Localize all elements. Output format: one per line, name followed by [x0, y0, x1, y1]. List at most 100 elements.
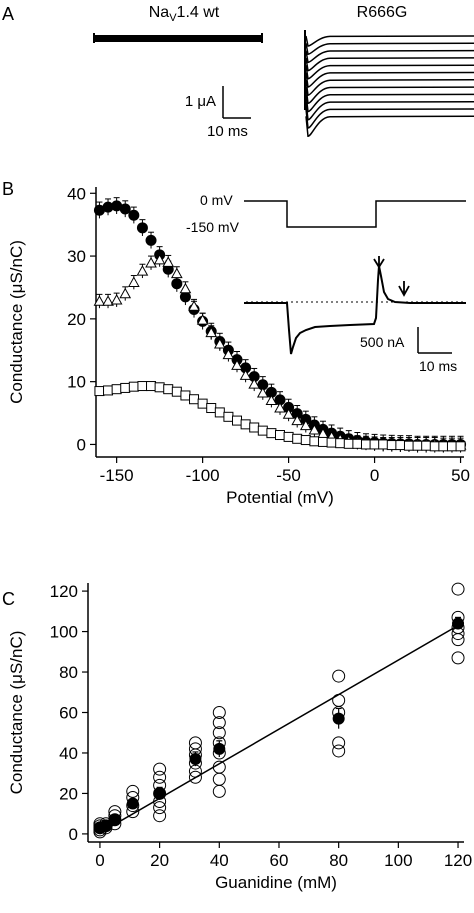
open-square-point [137, 381, 148, 392]
open-square-point [292, 433, 303, 444]
open-square-point [180, 390, 191, 401]
filled-circle-point [257, 379, 269, 391]
open-square-point [326, 437, 337, 448]
wt-current-trace [93, 33, 263, 43]
chart-c-y-tick-label: 0 [69, 825, 78, 844]
individual-point [188, 770, 202, 784]
open-square-point [94, 386, 105, 397]
chart-b-x-tick-label: 0 [370, 466, 379, 485]
filled-circle-point [119, 203, 131, 215]
open-square-point [266, 428, 277, 439]
individual-point [212, 716, 226, 730]
chart-b-y-axis-label: Conductance (μS/nC) [7, 240, 26, 404]
r666g-current-traces [304, 30, 474, 137]
r666g-trace [305, 100, 474, 121]
open-triangle-point [179, 282, 192, 294]
open-square-point [275, 430, 285, 441]
open-triangle-point [188, 300, 200, 311]
r666g-trace [305, 57, 474, 72]
r666g-trace [305, 64, 474, 80]
chart-c-x-tick-label: 120 [444, 851, 472, 870]
filled-circle-point [111, 200, 123, 212]
panel-a-scale-time: 10 ms [207, 123, 248, 140]
open-triangle-point [93, 295, 106, 306]
open-square-point [171, 386, 182, 397]
open-triangle-point [205, 326, 218, 338]
inset-voltage-low-label: -150 mV [186, 219, 240, 235]
open-square-point [429, 441, 440, 452]
r666g-trace [305, 49, 474, 64]
individual-point [212, 760, 226, 774]
inset-scale-current: 500 nA [360, 334, 405, 350]
individual-point [451, 651, 465, 665]
chart-c-x-tick-label: 100 [384, 851, 412, 870]
open-triangle-point [213, 337, 226, 349]
open-square-point [421, 440, 432, 451]
open-square-point [154, 382, 165, 393]
individual-point [332, 693, 346, 707]
r666g-trace [305, 35, 474, 47]
chart-c-y-tick-label: 60 [59, 704, 78, 723]
open-square-point [300, 435, 311, 446]
open-square-point [214, 407, 225, 418]
chart-c-x-tick-label: 80 [329, 851, 348, 870]
open-square-point [232, 415, 243, 426]
individual-point [451, 582, 465, 596]
filled-circle-point [179, 291, 191, 303]
mean-point [452, 617, 465, 630]
filled-circle-point [128, 209, 140, 221]
chart-b-x-tick-label: -150 [100, 466, 134, 485]
open-triangle-point [256, 386, 269, 398]
open-square-point [395, 440, 406, 451]
r666g-trace [305, 93, 474, 113]
filled-circle-point [265, 386, 277, 398]
chart-c-x-tick-label: 60 [270, 851, 289, 870]
chart-b-y-tick-label: 20 [67, 310, 86, 329]
individual-point [212, 784, 226, 798]
open-triangle-point [265, 394, 278, 405]
open-triangle-point [274, 401, 286, 413]
r666g-trace [305, 79, 474, 96]
open-square-point [317, 436, 328, 447]
open-triangle-point [136, 265, 149, 276]
chart-c-x-axis-label: Guanidine (mM) [215, 873, 337, 892]
open-triangle-point [308, 423, 321, 435]
filled-circle-point [145, 234, 157, 246]
panel-label-c: C [2, 589, 15, 609]
open-triangle-point [102, 295, 114, 306]
filled-circle-point [248, 371, 260, 383]
open-square-point [369, 439, 380, 450]
r666g-trace [305, 108, 474, 129]
filled-circle-point [136, 222, 148, 234]
chart-c-y-tick-label: 40 [59, 744, 78, 763]
open-square-point [352, 438, 363, 449]
open-triangle-point [282, 408, 295, 419]
open-triangle-point [248, 378, 261, 389]
mean-point [99, 819, 112, 832]
individual-point [153, 762, 167, 776]
mean-point [332, 712, 345, 725]
panel-a-scale-bar [222, 86, 251, 119]
open-triangle-point [291, 414, 304, 426]
filled-circle-point [240, 362, 252, 374]
open-square-point [283, 431, 294, 442]
individual-point [332, 736, 346, 750]
wt-title-rest: 1.4 wt [177, 4, 220, 21]
open-square-point [128, 381, 139, 392]
individual-point [153, 809, 167, 823]
mean-point [189, 753, 202, 766]
open-square-point [223, 411, 234, 422]
chart-c-y-tick-label: 120 [50, 582, 78, 601]
chart-b-y-tick-label: 0 [77, 435, 86, 454]
open-square-point [386, 440, 397, 451]
individual-point [188, 736, 202, 750]
open-triangle-point [196, 314, 209, 325]
open-square-point [257, 425, 268, 436]
filled-circle-point [274, 394, 286, 406]
open-triangle-point [239, 369, 252, 380]
open-square-point [197, 398, 208, 409]
individual-point [332, 669, 346, 683]
mean-point [153, 787, 166, 800]
inset-voltage-high-label: 0 mV [200, 192, 233, 208]
